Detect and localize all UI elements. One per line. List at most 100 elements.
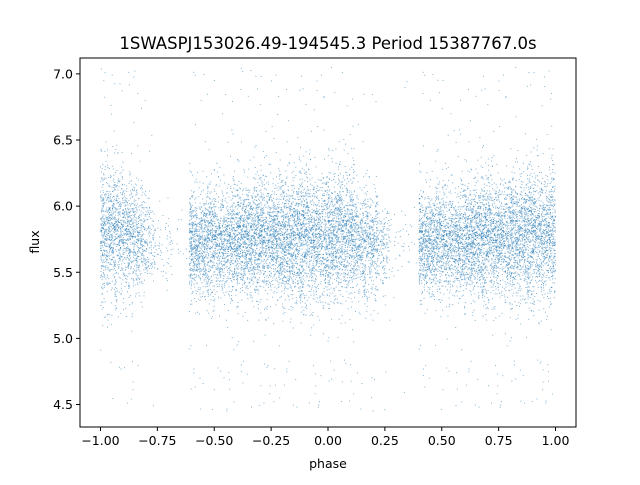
data-point [223,278,225,279]
data-point [113,168,115,170]
data-point [270,208,272,209]
data-point [194,273,196,275]
data-point [189,239,191,241]
data-point [266,281,268,283]
data-point [200,238,202,240]
data-point [127,257,129,259]
data-point [195,230,197,232]
data-point [119,241,121,243]
data-point [228,259,230,261]
data-point [221,264,223,266]
data-point [122,253,124,255]
data-point [260,228,262,229]
data-point [198,226,200,228]
data-point [230,239,232,241]
data-point [116,208,118,210]
data-point [258,282,260,283]
data-point [188,274,190,276]
data-point [259,266,260,267]
data-point [252,250,254,252]
data-point [279,212,281,214]
data-point [135,184,137,186]
data-point [149,241,151,243]
data-point [135,199,137,201]
data-point [110,174,112,176]
data-point [109,270,111,272]
data-point [267,243,269,245]
data-point [248,245,250,247]
data-point [117,249,119,251]
data-point [199,293,201,295]
data-point [130,208,132,210]
data-point [170,254,172,256]
data-point [263,402,265,404]
data-point [260,272,262,274]
data-point [133,254,135,256]
data-point [112,180,114,182]
data-point [199,253,201,254]
data-point [242,223,244,225]
data-point [198,241,200,243]
data-point [148,197,150,199]
data-point [261,212,263,214]
data-point [140,244,142,246]
data-point [257,226,259,228]
data-point [271,199,273,201]
data-point [140,242,141,244]
data-point [129,238,131,240]
data-point [100,247,102,249]
data-point [100,243,102,244]
data-point [263,224,265,226]
data-point [135,225,137,227]
data-point [234,195,236,197]
data-point [211,291,213,293]
data-point [205,247,207,249]
data-point [144,263,146,265]
data-point [240,246,241,248]
data-point [217,277,219,279]
data-point [235,290,237,292]
data-point [158,245,160,247]
data-point [271,257,273,259]
data-point [246,265,248,267]
data-point [248,267,250,269]
data-point [260,233,262,235]
data-point [125,229,127,231]
data-point [133,224,135,226]
data-point [120,313,122,314]
data-point [224,237,226,239]
data-point [131,202,133,204]
data-point [136,279,138,281]
data-point [117,201,119,203]
data-point [114,243,116,245]
data-point [133,190,135,192]
data-point [195,238,197,240]
data-point [269,225,271,227]
data-point [118,178,119,180]
data-point [130,226,131,228]
data-point [103,269,105,271]
data-point [190,285,192,287]
data-point [201,248,203,250]
data-point [115,300,117,302]
data-point [280,257,282,259]
data-point [100,305,102,306]
data-point [254,223,255,225]
data-point [266,228,268,230]
data-point [197,223,198,225]
data-point [123,244,124,246]
data-point [149,242,151,244]
data-point [262,239,264,241]
data-point [123,219,125,221]
data-point [215,232,217,234]
data-point [140,223,142,225]
data-point [279,274,281,276]
data-point [143,208,145,210]
data-point [137,230,139,232]
data-point [211,246,213,248]
data-point [232,101,234,102]
data-point [261,221,263,222]
data-point [219,228,220,230]
data-point [251,213,253,215]
data-point [196,266,198,268]
